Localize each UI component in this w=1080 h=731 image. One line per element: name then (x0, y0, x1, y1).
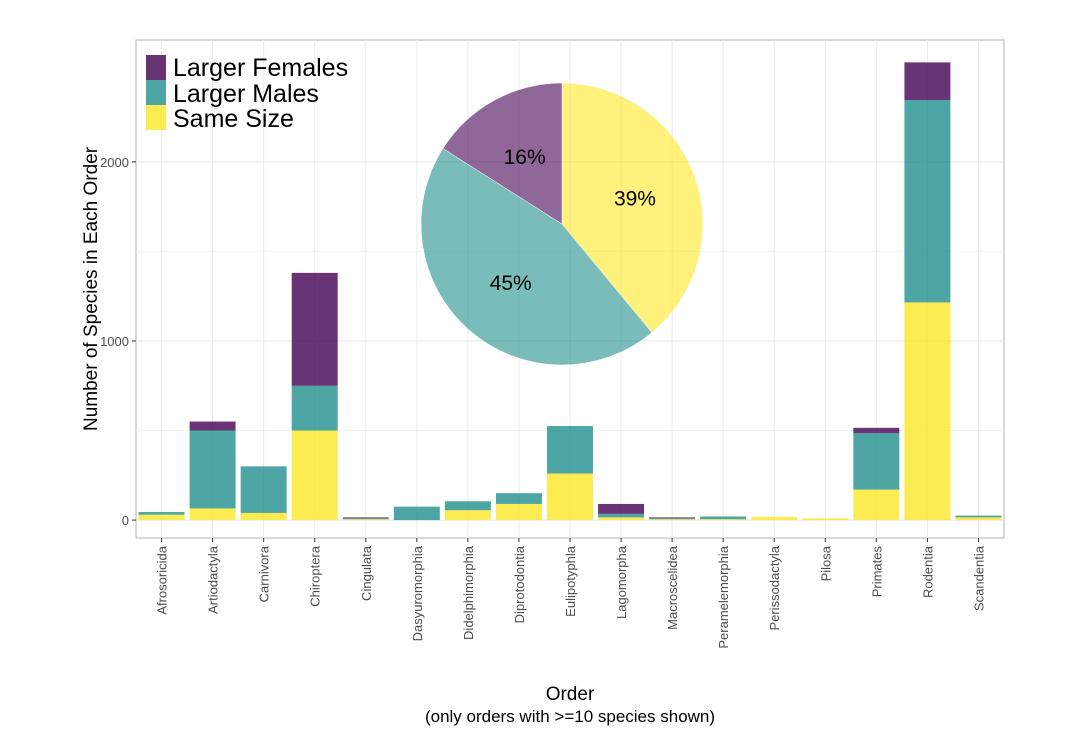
x-tick-label-rodentia: Rodentia (920, 545, 935, 598)
x-tick-label-eulipotyphla: Eulipotyphla (563, 545, 578, 617)
legend-label-larger-males: Larger Males (173, 80, 319, 108)
x-tick-label-pilosa: Pilosa (818, 545, 833, 581)
bar-lagomorpha-larger-females (598, 503, 645, 514)
pie-label-larger-females: 16% (504, 146, 546, 169)
legend-swatch-same-size (146, 105, 166, 130)
bar-eulipotyphla-larger-males (547, 426, 593, 474)
legend: Larger Females Larger Males Same Size (146, 54, 348, 133)
bar-artiodactyla-larger-males (189, 430, 236, 509)
bar-carnivora-larger-males (240, 466, 287, 513)
bar-lagomorpha-same-size (598, 517, 645, 521)
x-tick-label-didelphimorphia: Didelphimorphia (461, 545, 476, 640)
x-axis-title: Order (546, 684, 595, 705)
bar-artiodactyla-same-size (189, 508, 236, 521)
pie-label-larger-males: 45% (490, 272, 532, 295)
x-tick-label-diprotodontia: Diprotodontia (512, 545, 527, 623)
bar-rodentia-same-size (904, 302, 951, 521)
y-tick-label: 1000 (100, 334, 129, 349)
x-axis-subtitle: (only orders with >=10 species shown) (425, 707, 715, 726)
x-tick-label-carnivora: Carnivora (257, 545, 272, 602)
bar-eulipotyphla-same-size (547, 473, 593, 521)
bar-macroscelidea-larger-males (649, 518, 696, 520)
bar-perissodactyla-same-size (751, 516, 798, 521)
bar-chiroptera-larger-males (291, 385, 338, 431)
legend-swatch-larger-males (146, 80, 166, 105)
bar-rodentia-larger-females (904, 62, 951, 101)
bar-cingulata-same-size (342, 519, 389, 521)
x-tick-label-lagomorpha: Lagomorpha (614, 545, 629, 619)
pie-chart: 39% 45% 16% (420, 82, 704, 366)
x-tick-label-primates: Primates (869, 546, 884, 598)
bar-chiroptera-same-size (291, 430, 338, 521)
bar-artiodactyla-larger-females (189, 421, 236, 431)
bar-chiroptera-larger-females (291, 272, 338, 386)
y-tick-label: 0 (122, 513, 129, 528)
x-tick-label-perissodactyla: Perissodactyla (767, 545, 782, 630)
y-tick-label: 2000 (100, 155, 129, 170)
x-tick-label-chiroptera: Chiroptera (308, 545, 323, 606)
pie-slice-larger-females (442, 82, 563, 225)
x-tick-label-artiodactyla: Artiodactyla (206, 545, 221, 614)
bar-lagomorpha-larger-males (598, 513, 645, 518)
y-axis-title: Number of Species in Each Order (81, 146, 102, 431)
x-axis: Afrosoricida Artiodactyla Carnivora Chiropt… (155, 538, 986, 649)
bar-didelphimorphia-same-size (444, 510, 491, 521)
x-tick-label-macroscelidea: Macroscelidea (665, 545, 680, 630)
x-tick-label-scandentia: Scandentia (971, 545, 986, 611)
bar-macroscelidea-same-size (649, 519, 696, 521)
pie-slice-larger-males (420, 148, 653, 366)
bar-didelphimorphia-larger-males (444, 501, 491, 511)
pie-label-same-size: 39% (614, 188, 656, 211)
bar-diprotodontia-same-size (495, 503, 542, 521)
pie-slice-same-size (561, 82, 704, 333)
bar-carnivora-same-size (240, 512, 287, 521)
legend-swatch-larger-females (146, 55, 166, 80)
bar-scandentia-same-size (955, 517, 1002, 521)
bar-afrosoricida-larger-males (138, 512, 185, 515)
x-tick-label-afrosoricida: Afrosoricida (155, 545, 170, 614)
bar-rodentia-larger-males (904, 100, 951, 303)
bar-pilosa-same-size (802, 518, 849, 521)
bar-series (138, 62, 1002, 521)
bar-macroscelidea-larger-females (649, 517, 696, 519)
x-tick-label-peramelemorphia: Peramelemorphia (716, 545, 731, 648)
x-tick-label-dasyuromorphia: Dasyuromorphia (410, 545, 425, 641)
bar-scandentia-larger-males (955, 515, 1002, 518)
bar-dasyuromorphia-larger-males (393, 506, 440, 521)
x-tick-label-cingulata: Cingulata (359, 545, 374, 601)
bar-peramelemorphia-same-size (700, 519, 747, 521)
bar-primates-larger-females (853, 427, 900, 434)
bar-afrosoricida-same-size (138, 514, 185, 521)
bar-primates-larger-males (853, 433, 900, 490)
legend-label-larger-females: Larger Females (173, 54, 348, 82)
bar-diprotodontia-larger-males (495, 493, 542, 504)
bar-primates-same-size (853, 489, 900, 521)
legend-label-same-size: Same Size (173, 105, 294, 133)
y-axis: 0 1000 2000 (100, 155, 136, 528)
bar-cingulata-larger-females (342, 517, 389, 519)
bar-peramelemorphia-larger-males (700, 516, 747, 520)
bar-cingulata-larger-males (342, 518, 389, 520)
